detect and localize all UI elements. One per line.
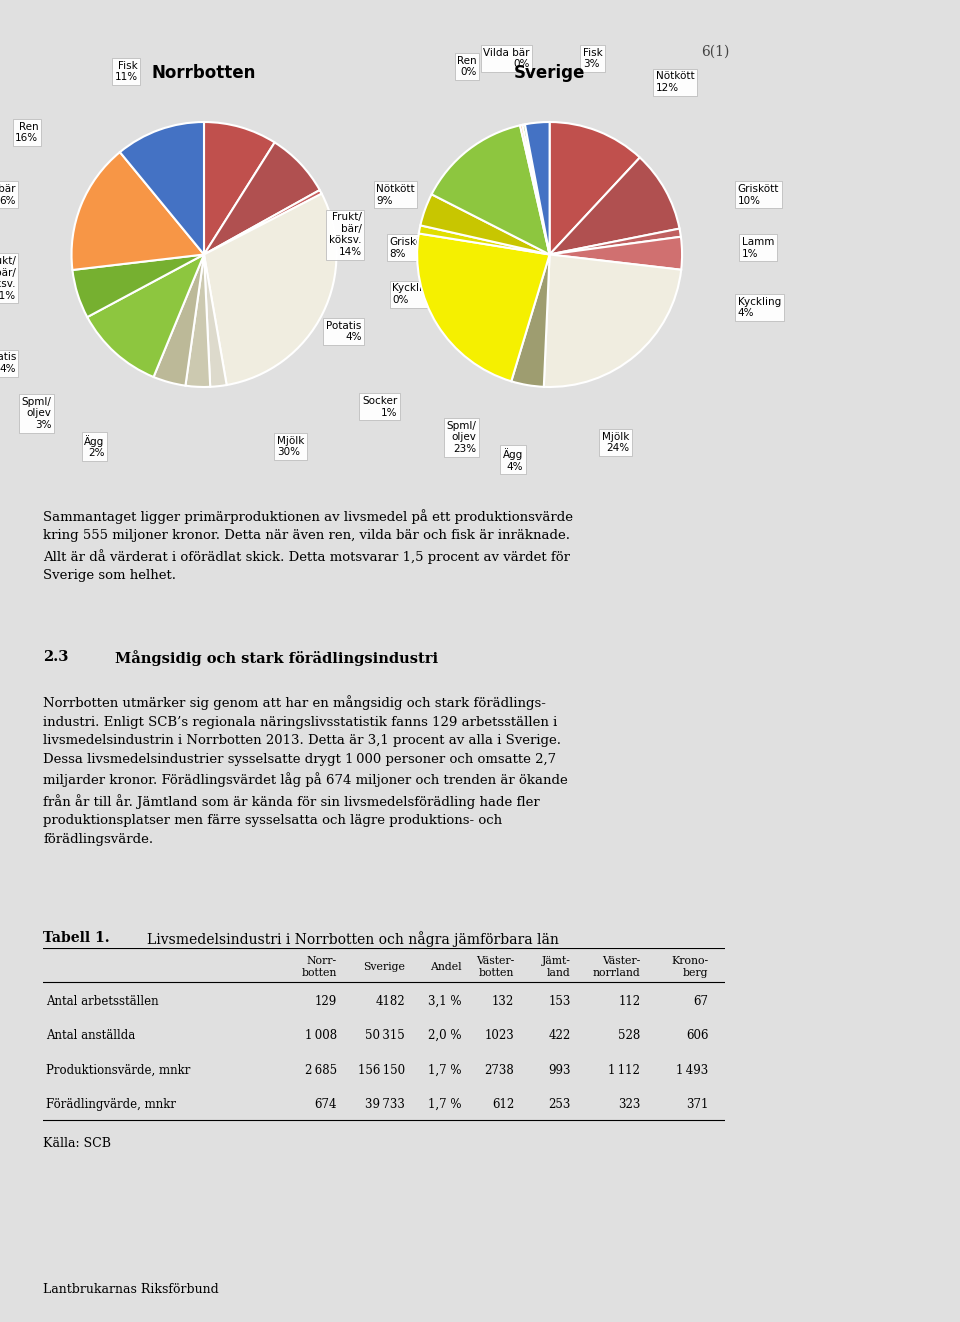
- Text: Fisk
3%: Fisk 3%: [583, 48, 603, 69]
- Text: Jämt-
land: Jämt- land: [541, 956, 571, 977]
- Text: 129: 129: [315, 994, 337, 1007]
- Text: 323: 323: [618, 1099, 640, 1110]
- Text: Potatis
4%: Potatis 4%: [326, 320, 362, 342]
- Wedge shape: [525, 122, 549, 254]
- Text: 1023: 1023: [485, 1029, 515, 1042]
- Text: 39 733: 39 733: [365, 1099, 405, 1110]
- Text: Andel: Andel: [430, 962, 462, 972]
- Title: Sverige: Sverige: [514, 63, 586, 82]
- Text: Mjölk
24%: Mjölk 24%: [602, 432, 629, 453]
- Text: Livsmedelsindustri i Norrbotten och några jämförbara län: Livsmedelsindustri i Norrbotten och någr…: [147, 931, 559, 947]
- Wedge shape: [185, 254, 210, 387]
- Wedge shape: [549, 157, 680, 254]
- Text: Sverige: Sverige: [363, 962, 405, 972]
- Wedge shape: [419, 225, 549, 254]
- Text: 4182: 4182: [375, 994, 405, 1007]
- Text: 612: 612: [492, 1099, 515, 1110]
- Text: Ägg
2%: Ägg 2%: [84, 435, 105, 459]
- Wedge shape: [72, 254, 204, 317]
- Wedge shape: [549, 229, 681, 254]
- Text: 674: 674: [315, 1099, 337, 1110]
- Wedge shape: [512, 254, 549, 387]
- Wedge shape: [204, 122, 275, 254]
- Text: Socker
1%: Socker 1%: [362, 397, 397, 418]
- Text: 528: 528: [618, 1029, 640, 1042]
- Text: 371: 371: [686, 1099, 708, 1110]
- Text: Spml/
oljev
3%: Spml/ oljev 3%: [22, 397, 52, 430]
- Wedge shape: [432, 126, 549, 254]
- Text: 2,0 %: 2,0 %: [428, 1029, 462, 1042]
- Text: 2.3: 2.3: [43, 650, 68, 665]
- Wedge shape: [520, 124, 549, 254]
- Wedge shape: [204, 143, 320, 254]
- Text: Förädlingvärde, mnkr: Förädlingvärde, mnkr: [46, 1099, 176, 1110]
- Text: 1 493: 1 493: [676, 1064, 708, 1076]
- Wedge shape: [120, 122, 204, 254]
- Text: Griskött
10%: Griskött 10%: [737, 184, 780, 206]
- Text: Lamm
1%: Lamm 1%: [742, 237, 774, 259]
- Wedge shape: [87, 254, 204, 377]
- Text: 3,1 %: 3,1 %: [428, 994, 462, 1007]
- Text: Vilda bär
6%: Vilda bär 6%: [0, 184, 16, 206]
- Text: 606: 606: [686, 1029, 708, 1042]
- Wedge shape: [549, 122, 640, 254]
- Wedge shape: [204, 254, 227, 387]
- Text: Vilda bär
0%: Vilda bär 0%: [483, 48, 530, 69]
- Text: Frukt/
bär/
köksv.
14%: Frukt/ bär/ köksv. 14%: [329, 213, 362, 256]
- Text: Spml/
oljev
23%: Spml/ oljev 23%: [446, 420, 477, 453]
- Text: Sammantaget ligger primärproduktionen av livsmedel på ett produktionsvärde
kring: Sammantaget ligger primärproduktionen av…: [43, 509, 573, 582]
- Text: Källa: SCB: Källa: SCB: [43, 1137, 111, 1150]
- Text: Mångsidig och stark förädlingsindustri: Mångsidig och stark förädlingsindustri: [115, 650, 439, 666]
- Text: Antal arbetsställen: Antal arbetsställen: [46, 994, 158, 1007]
- Text: Frukt/
bär/
köksv.
11%: Frukt/ bär/ köksv. 11%: [0, 256, 16, 300]
- Wedge shape: [72, 152, 204, 270]
- Text: 153: 153: [548, 994, 571, 1007]
- Text: Tabell 1.: Tabell 1.: [43, 931, 109, 945]
- Text: 1 112: 1 112: [609, 1064, 640, 1076]
- Text: 253: 253: [548, 1099, 571, 1110]
- Text: Nötkött
12%: Nötkött 12%: [656, 71, 694, 93]
- Text: Lantbrukarnas Riksförbund: Lantbrukarnas Riksförbund: [43, 1282, 219, 1296]
- Wedge shape: [204, 190, 322, 254]
- Text: 132: 132: [492, 994, 515, 1007]
- Text: Nötkött
9%: Nötkött 9%: [376, 184, 415, 206]
- Text: 50 315: 50 315: [366, 1029, 405, 1042]
- Text: 1,7 %: 1,7 %: [428, 1099, 462, 1110]
- Text: Potatis
4%: Potatis 4%: [0, 353, 16, 374]
- Wedge shape: [522, 124, 549, 254]
- Text: Norrbotten utmärker sig genom att har en mångsidig och stark förädlings-
industr: Norrbotten utmärker sig genom att har en…: [43, 695, 568, 846]
- Text: Ren
16%: Ren 16%: [15, 122, 38, 143]
- Text: Norr-
botten: Norr- botten: [301, 956, 337, 977]
- Text: Kyckling
0%: Kyckling 0%: [392, 283, 436, 305]
- Text: 993: 993: [548, 1064, 571, 1076]
- Wedge shape: [204, 194, 337, 385]
- Title: Norrbotten: Norrbotten: [152, 63, 256, 82]
- Text: Ren
0%: Ren 0%: [457, 56, 477, 77]
- Text: Kyckling
4%: Kyckling 4%: [737, 296, 781, 319]
- Text: Antal anställda: Antal anställda: [46, 1029, 135, 1042]
- Text: 422: 422: [548, 1029, 571, 1042]
- Text: 2738: 2738: [485, 1064, 515, 1076]
- Text: 2 685: 2 685: [305, 1064, 337, 1076]
- Text: 1 008: 1 008: [305, 1029, 337, 1042]
- Text: Produktionsvärde, mnkr: Produktionsvärde, mnkr: [46, 1064, 190, 1076]
- Text: Mjölk
30%: Mjölk 30%: [276, 436, 304, 457]
- Text: 112: 112: [618, 994, 640, 1007]
- Text: Ägg
4%: Ägg 4%: [503, 448, 523, 472]
- Wedge shape: [549, 237, 683, 270]
- Text: Griskött
8%: Griskött 8%: [390, 237, 431, 259]
- Text: Fisk
11%: Fisk 11%: [114, 61, 138, 82]
- Text: 156 150: 156 150: [358, 1064, 405, 1076]
- Wedge shape: [418, 234, 549, 381]
- Text: 6(1): 6(1): [701, 45, 730, 59]
- Wedge shape: [154, 254, 204, 386]
- Text: Väster-
norrland: Väster- norrland: [592, 956, 640, 977]
- Text: Krono-
berg: Krono- berg: [671, 956, 708, 977]
- Text: Väster-
botten: Väster- botten: [476, 956, 515, 977]
- Text: 1,7 %: 1,7 %: [428, 1064, 462, 1076]
- Wedge shape: [420, 194, 549, 254]
- Text: 67: 67: [693, 994, 708, 1007]
- Wedge shape: [543, 254, 682, 387]
